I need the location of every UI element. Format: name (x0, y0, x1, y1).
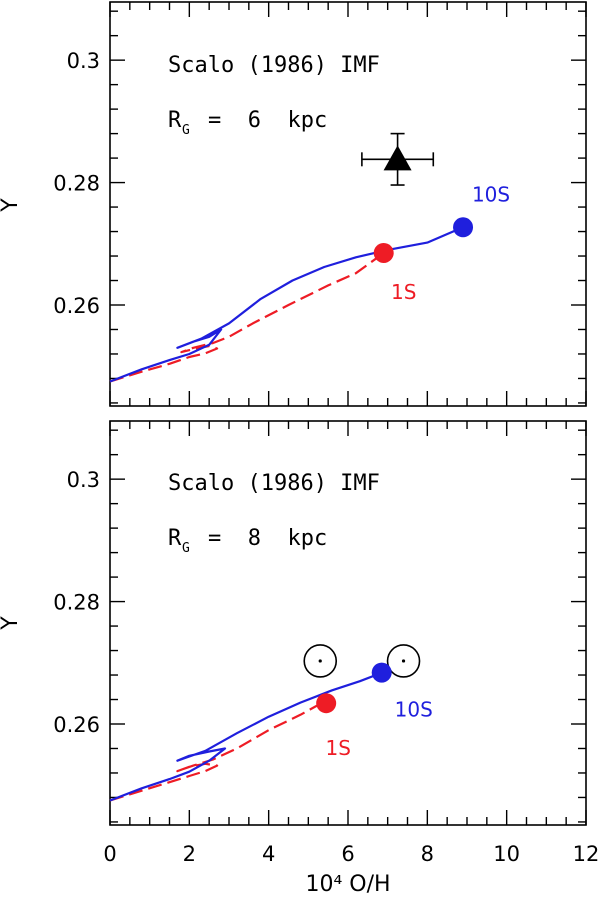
model-point-10s (371, 662, 392, 683)
series-line-1s (109, 698, 329, 802)
model-point-10s (453, 217, 474, 238)
point-label-1s: 1S (325, 736, 350, 760)
bottom-panel-y-tick-labels: 0.26 0.28 0.3 (53, 468, 100, 737)
model-point-1s (316, 693, 337, 714)
point-label-1s: 1S (391, 280, 416, 304)
x-tick-label: 4 (262, 842, 275, 866)
top-panel-y-tick-labels: 0.26 0.28 0.3 (53, 49, 100, 318)
x-tick-label: 8 (421, 842, 434, 866)
y-tick-label: 0.3 (67, 468, 100, 492)
top-panel-ticks (109, 2, 587, 406)
x-tick-label: 10 (493, 842, 520, 866)
top-panel-series (109, 226, 464, 383)
bottom-panel-series (109, 670, 385, 802)
bottom-panel-sun-symbols (303, 644, 421, 678)
x-tick-label: 0 (103, 842, 116, 866)
top-panel-model-points: 1S 10S (373, 182, 510, 304)
bottom-panel-ticks (109, 421, 587, 825)
series-line-10s (109, 670, 385, 802)
series-line-1s (109, 252, 385, 383)
y-tick-label: 0.3 (67, 49, 100, 73)
top-panel-rg-value: = 6 kpc (208, 108, 327, 133)
y-tick-label: 0.26 (53, 294, 100, 318)
top-panel-rg-subscript: G (182, 123, 190, 138)
bottom-panel-imf-annotation: Scalo (1986) IMF (168, 471, 380, 496)
top-panel-y-axis-title: Y (0, 198, 23, 213)
sun-symbol (386, 644, 421, 678)
observed-triangle-marker (383, 145, 412, 171)
x-tick-label: 2 (183, 842, 196, 866)
sun-symbol-center (401, 659, 406, 663)
top-panel-rg-symbol: R (168, 108, 182, 133)
sun-symbol (303, 644, 338, 678)
bottom-panel-rg-value: = 8 kpc (208, 526, 327, 551)
y-tick-label: 0.28 (53, 591, 100, 615)
top-panel-observed-point (361, 132, 435, 186)
bottom-panel: 0.26 0.28 0.3 Y Scalo (1986) IMF R G = 8 k… (0, 420, 587, 826)
point-label-10s: 10S (395, 698, 433, 722)
bottom-panel-model-points: 1S 10S (316, 662, 433, 760)
x-axis-tick-labels: 0 2 4 6 8 10 12 (103, 842, 599, 866)
top-panel: 0.26 0.28 0.3 Y Scalo (1986) IMF R G = 6 k… (0, 1, 587, 407)
y-tick-label: 0.28 (53, 172, 100, 196)
x-tick-label: 6 (341, 842, 354, 866)
bottom-panel-rg-symbol: R (168, 526, 182, 551)
x-axis-title: 10⁴ O/H (305, 872, 390, 897)
series-line-10s (109, 226, 464, 383)
top-panel-imf-annotation: Scalo (1986) IMF (168, 53, 380, 78)
x-tick-label: 12 (573, 842, 600, 866)
point-label-10s: 10S (472, 182, 510, 206)
model-point-1s (373, 242, 394, 263)
sun-symbol-center (318, 659, 322, 663)
y-tick-label: 0.26 (53, 713, 100, 737)
bottom-panel-rg-subscript: G (182, 541, 190, 556)
bottom-panel-y-axis-title: Y (0, 616, 23, 631)
